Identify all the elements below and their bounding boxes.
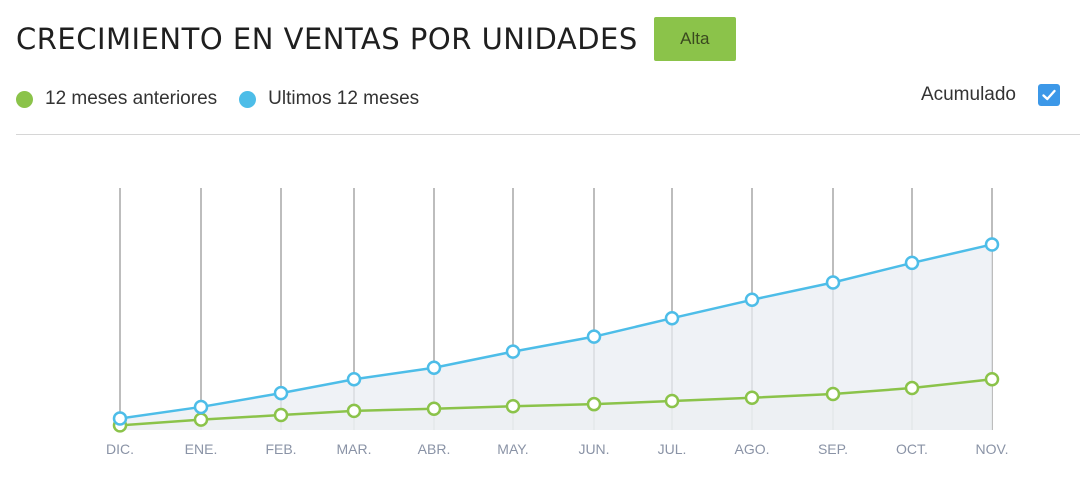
series-area-1 bbox=[120, 244, 992, 430]
header-divider bbox=[16, 134, 1080, 135]
series-0-point-1 bbox=[193, 412, 209, 427]
series-0-point-6 bbox=[586, 396, 602, 412]
accumulated-checkbox[interactable] bbox=[1038, 84, 1060, 106]
series-1-point-0 bbox=[112, 411, 128, 426]
series-1-point-6 bbox=[586, 329, 602, 344]
series-1-point-2 bbox=[273, 385, 289, 401]
chart-legend: 12 meses anteriores Ultimos 12 meses bbox=[16, 88, 441, 110]
series-line-1 bbox=[119, 243, 993, 420]
series-1-point-3 bbox=[346, 372, 362, 387]
legend-item-previous[interactable]: 12 meses anteriores bbox=[16, 88, 217, 110]
series-1-point-9 bbox=[825, 275, 841, 290]
series-1-point-7 bbox=[664, 310, 680, 326]
series-1-point-11 bbox=[984, 237, 1000, 252]
x-tick-label-1: ENE. bbox=[185, 441, 218, 457]
series-0-point-11 bbox=[984, 372, 1000, 387]
legend-label-previous: 12 meses anteriores bbox=[45, 88, 218, 109]
x-tick-label-2: FEB. bbox=[265, 441, 296, 457]
series-1-point-5 bbox=[505, 344, 521, 359]
x-tick-label-0: DIC. bbox=[106, 441, 134, 457]
line-chart: DIC. ENE. FEB. MAR. ABR. MAY. JUN. JUL. AGO. SEP.… bbox=[106, 188, 1009, 457]
series-1-point-8 bbox=[744, 292, 760, 308]
x-tick-label-5: MAY. bbox=[497, 441, 528, 457]
series-0-point-9 bbox=[825, 386, 841, 402]
series-line-0 bbox=[119, 378, 993, 427]
series-0-point-5 bbox=[505, 399, 521, 414]
series-0-point-10 bbox=[904, 380, 920, 396]
legend-dot-blue bbox=[239, 90, 257, 108]
x-tick-label-4: ABR. bbox=[418, 441, 451, 457]
x-tick-label-9: SEP. bbox=[818, 441, 848, 457]
series-0-point-7 bbox=[664, 393, 680, 409]
legend-dot-green bbox=[16, 90, 33, 108]
x-tick-label-10: OCT. bbox=[896, 441, 928, 457]
checkmark-icon bbox=[1042, 89, 1056, 101]
series-0-point-8 bbox=[744, 390, 760, 405]
series-1-point-1 bbox=[193, 399, 209, 415]
chart-title: CRECIMIENTO EN VENTAS POR UNIDADES bbox=[16, 22, 638, 56]
accumulated-toggle[interactable]: Acumulado bbox=[921, 84, 1060, 106]
status-badge: Alta bbox=[653, 17, 736, 61]
series-0-point-3 bbox=[346, 403, 362, 419]
x-tick-label-7: JUL. bbox=[658, 441, 687, 457]
series-1-point-10 bbox=[904, 255, 920, 271]
series-0-point-2 bbox=[273, 407, 289, 423]
series-1-point-4 bbox=[426, 360, 442, 376]
x-tick-label-6: JUN. bbox=[578, 441, 609, 457]
series-0-point-4 bbox=[426, 401, 442, 417]
chart-header: CRECIMIENTO EN VENTAS POR UNIDADES Alta bbox=[16, 16, 736, 62]
legend-label-last: Ultimos 12 meses bbox=[268, 88, 420, 109]
x-tick-label-3: MAR. bbox=[337, 441, 372, 457]
legend-item-last[interactable]: Ultimos 12 meses bbox=[239, 88, 419, 110]
x-tick-label-8: AGO. bbox=[734, 441, 769, 457]
x-tick-label-11: NOV. bbox=[976, 441, 1009, 457]
accumulated-label: Acumulado bbox=[920, 84, 1016, 105]
